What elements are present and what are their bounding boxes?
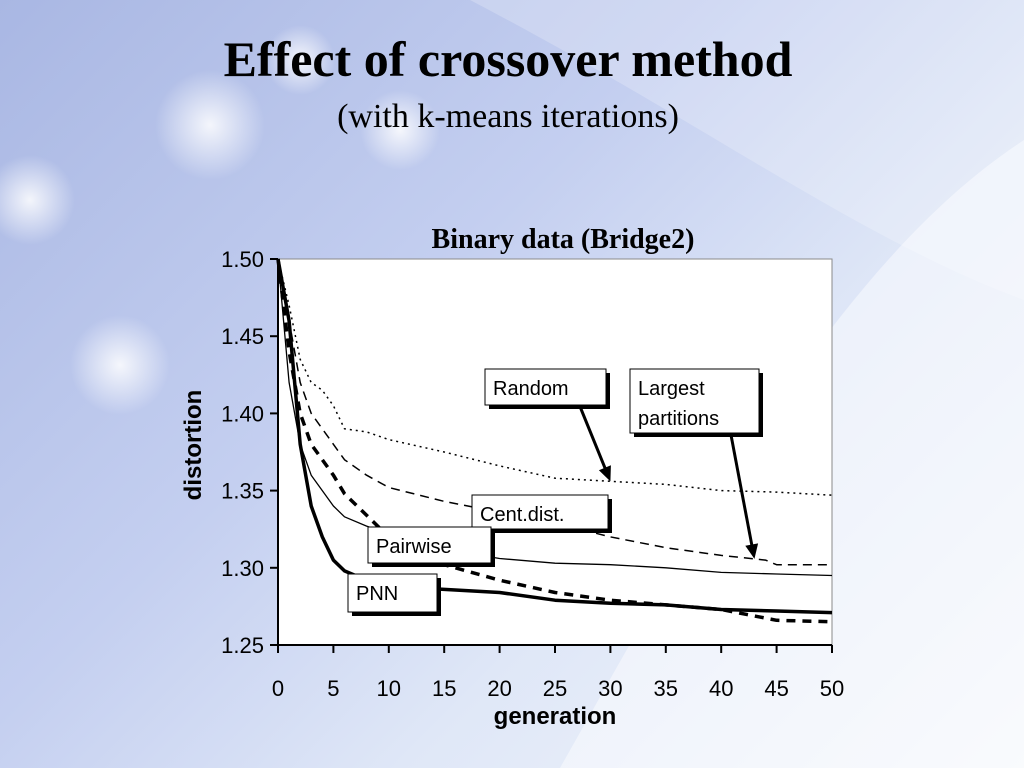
callout-box — [629, 368, 760, 434]
callout-label: partitions — [638, 408, 719, 430]
callout-arrowhead — [598, 465, 611, 482]
callout-box — [367, 526, 492, 564]
x-tick-label: 50 — [820, 676, 844, 701]
y-tick-label: 1.45 — [221, 324, 264, 349]
x-tick-label: 30 — [598, 676, 622, 701]
callout-label: Cent.dist. — [480, 504, 564, 526]
callout-cent-dist: Cent.dist. — [471, 494, 612, 533]
callout-pointer — [729, 432, 754, 548]
callout-label: Random — [493, 378, 569, 400]
callout-pointer — [577, 404, 608, 471]
x-tick-label: 0 — [272, 676, 284, 701]
callout-arrowhead — [745, 543, 759, 559]
callout-label: Pairwise — [376, 536, 452, 558]
y-tick-label: 1.50 — [221, 247, 264, 272]
callout-box — [347, 573, 438, 613]
callout-pnn: PNN — [347, 573, 441, 616]
x-tick-label: 15 — [432, 676, 456, 701]
callout-random: Random — [484, 368, 611, 482]
series-line-largest-partitions — [277, 258, 832, 566]
callout-largest-partitions: Largest partitions — [629, 368, 763, 559]
x-tick-label: 40 — [709, 676, 733, 701]
y-tick-label: 1.40 — [221, 401, 264, 426]
x-tick-label: 25 — [543, 676, 567, 701]
x-tick-label: 10 — [377, 676, 401, 701]
callout-box — [484, 368, 607, 406]
callout-label: PNN — [356, 583, 398, 605]
chart-title: Binary data (Bridge2) — [432, 224, 695, 255]
x-axis-label: generation — [494, 703, 617, 730]
x-tick-label: 45 — [764, 676, 788, 701]
x-tick-label: 20 — [487, 676, 511, 701]
x-tick-label: 35 — [654, 676, 678, 701]
callout-pairwise: Pairwise — [367, 526, 495, 567]
y-axis-label: distortion — [180, 390, 207, 501]
callout-label: Largest — [638, 378, 705, 400]
y-tick-label: 1.30 — [221, 556, 264, 581]
y-tick-label: 1.25 — [221, 633, 264, 658]
x-tick-label: 5 — [327, 676, 339, 701]
slide-subtitle: (with k-means iterations) — [337, 98, 679, 135]
y-tick-label: 1.35 — [221, 479, 264, 504]
slide-title: Effect of crossover method — [223, 31, 793, 87]
callout-box — [471, 494, 609, 530]
